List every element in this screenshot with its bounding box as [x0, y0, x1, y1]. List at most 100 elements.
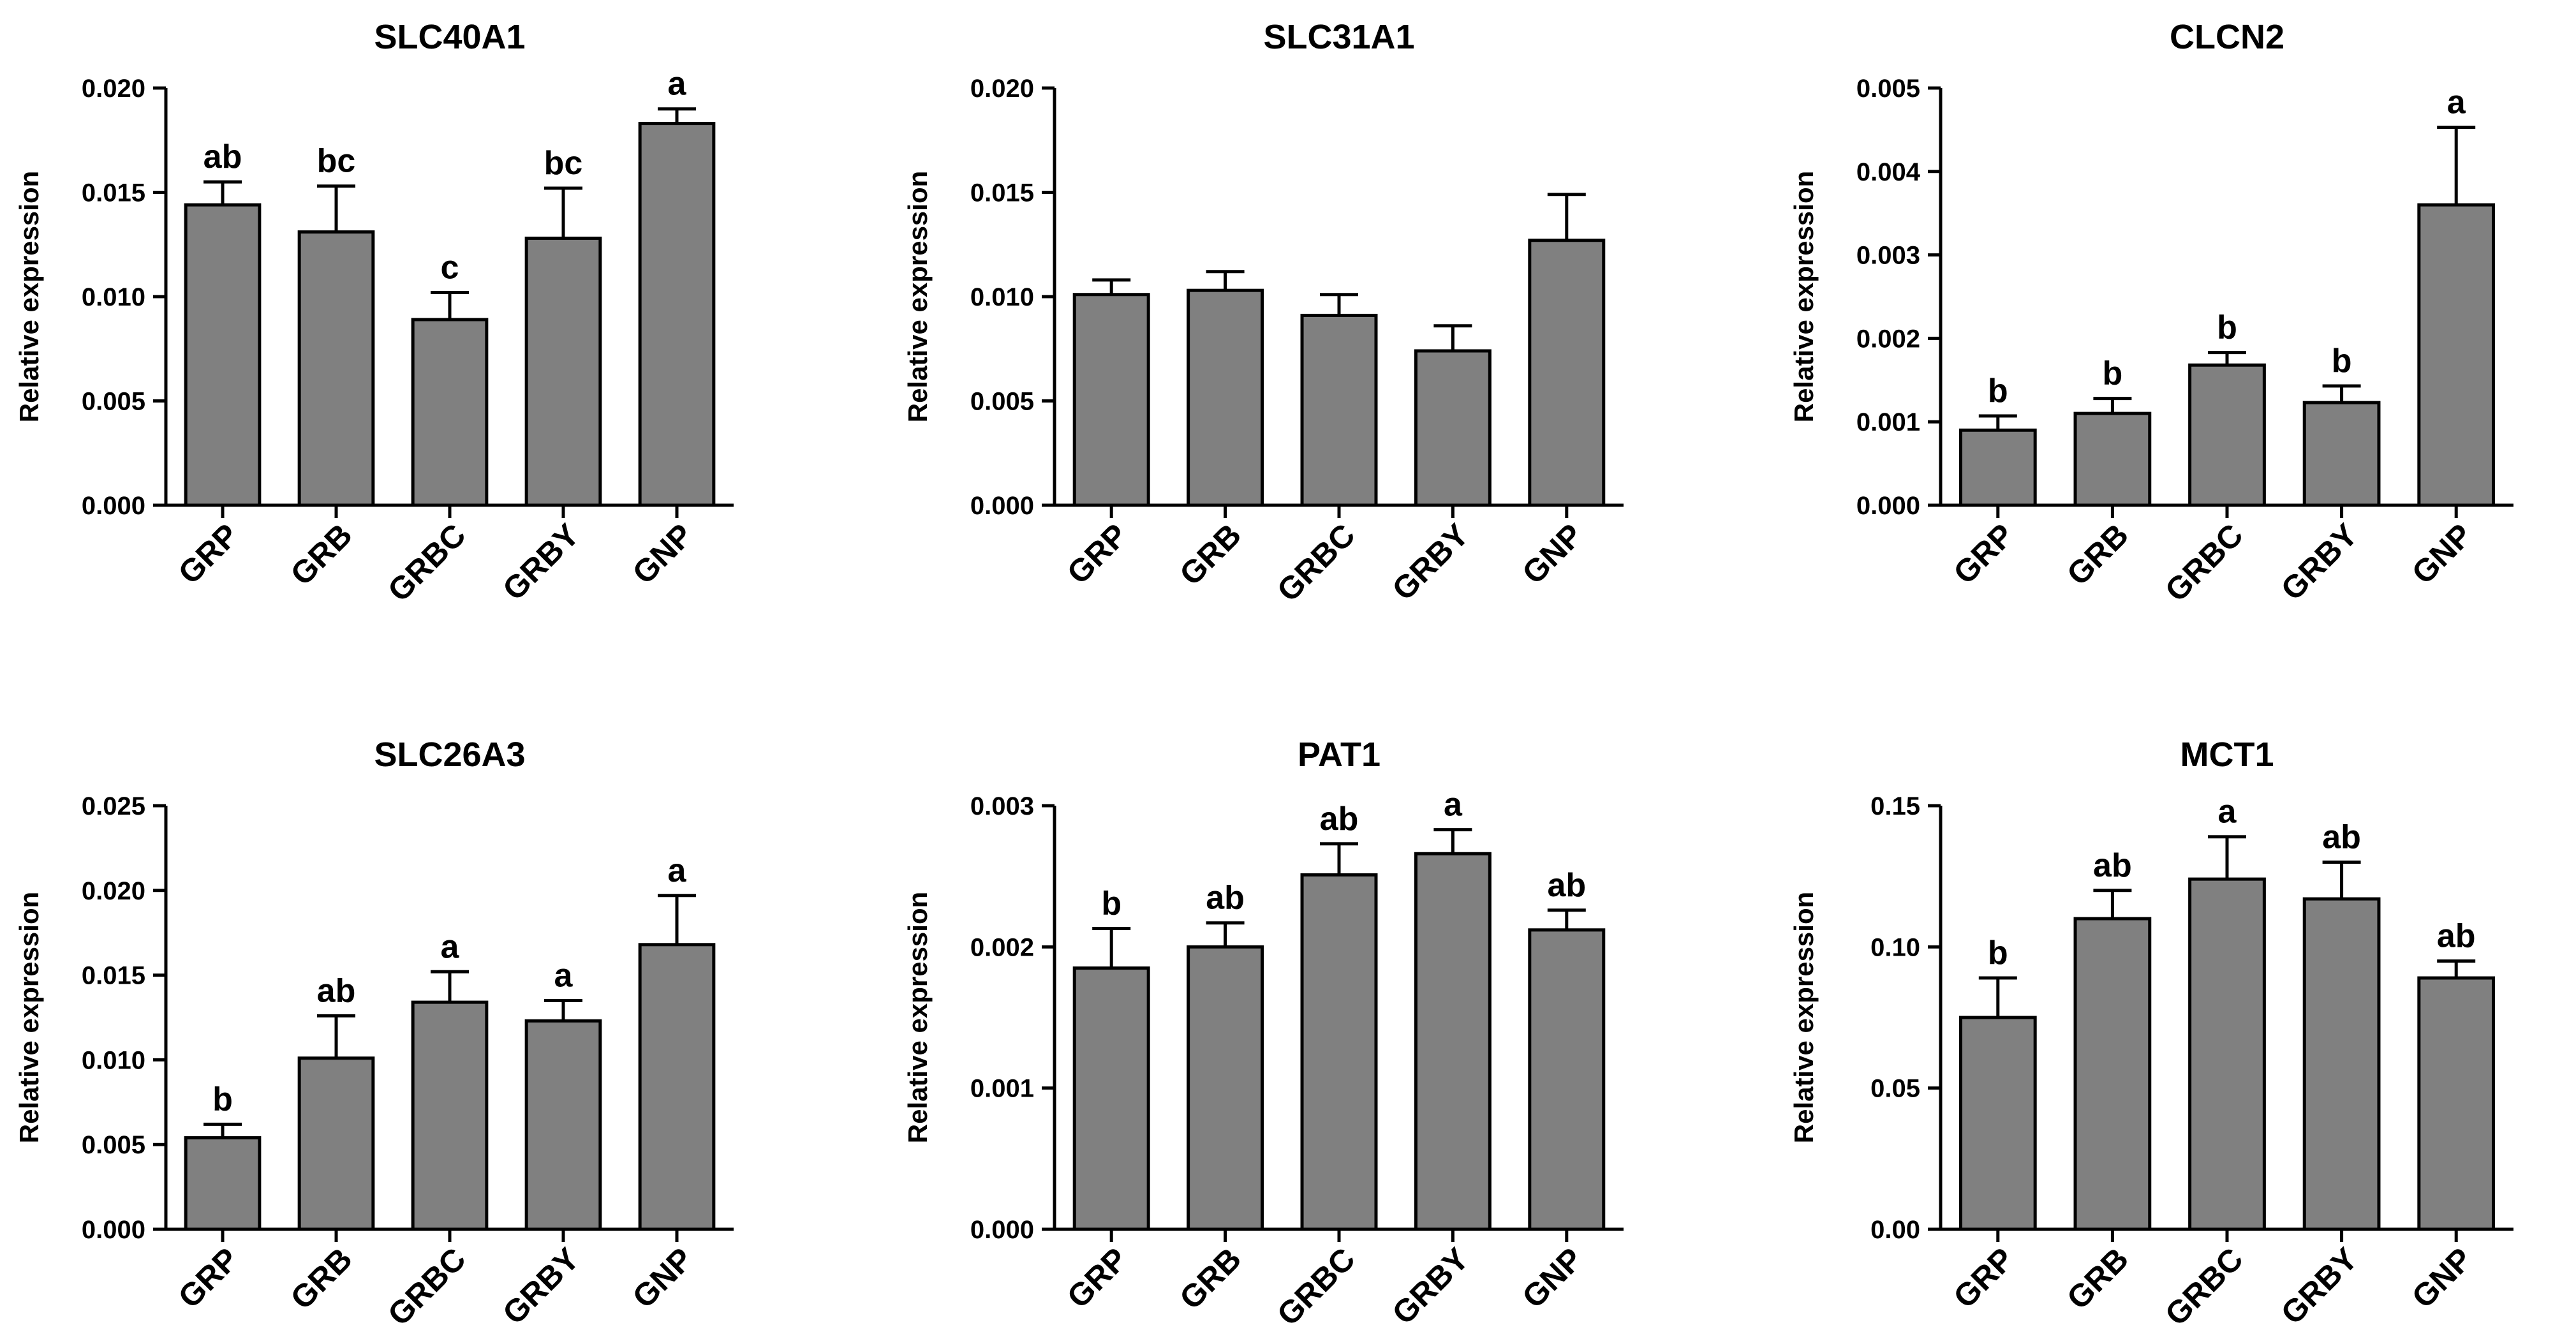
significance-label: ab — [2093, 847, 2132, 884]
y-axis-label: Relative expression — [903, 171, 933, 423]
bar-gnp — [638, 943, 716, 1231]
bar-grb — [2073, 917, 2152, 1231]
chart-panel-pat1: PAT1 Relative expression 0.000 0.001 0.002 0.… — [903, 736, 1624, 1333]
y-tick-label: 0.005 — [1856, 75, 1920, 103]
y-tick-label: 0.10 — [1870, 933, 1920, 961]
y-tick-label: 0.020 — [82, 877, 145, 905]
x-tick-label: GRP — [1060, 517, 1134, 591]
bar-grb — [1187, 288, 1264, 507]
y-tick-label: 0.05 — [1870, 1075, 1920, 1103]
x-tick-label: GRBY — [1385, 517, 1476, 607]
bar-grby — [524, 1019, 602, 1231]
significance-label: ab — [2322, 819, 2361, 856]
x-tick-label: GRBY — [2274, 1241, 2365, 1331]
y-tick-label: 0.001 — [970, 1075, 1034, 1103]
bar-gnp — [1528, 928, 1606, 1231]
x-tick-label: GRBC — [381, 1241, 473, 1333]
bar-grp — [1072, 293, 1150, 507]
y-tick-label: 0.005 — [970, 388, 1034, 416]
bar-grby — [1414, 349, 1492, 507]
y-tick-label: 0.00 — [1870, 1216, 1920, 1244]
x-tick-label: GRBY — [496, 517, 586, 607]
x-tick-label: GNP — [626, 1241, 700, 1315]
y-tick-label: 0.015 — [82, 962, 145, 990]
significance-label: b — [2103, 355, 2123, 392]
x-tick-label: GRBY — [496, 1241, 586, 1331]
y-tick-label: 0.025 — [82, 792, 145, 820]
bar-grp — [1958, 428, 2037, 507]
x-tick-label: GNP — [1515, 1241, 1589, 1315]
bar-grbc — [411, 1000, 489, 1231]
y-tick-label: 0.002 — [970, 933, 1034, 961]
significance-label: a — [668, 66, 687, 103]
y-tick-label: 0.005 — [82, 388, 145, 416]
bar-grb — [297, 230, 375, 507]
x-tick-label: GRBC — [2158, 1241, 2250, 1333]
bar-grby — [2302, 897, 2381, 1231]
chart-panel-slc31a1: SLC31A1 Relative expression 0.000 0.005 0.01… — [903, 18, 1624, 609]
significance-label: b — [2332, 343, 2352, 380]
y-tick-label: 0.010 — [82, 1046, 145, 1074]
x-tick-label: GRP — [172, 517, 246, 591]
chart-panel-slc40a1: SLC40A1 Relative expression 0.000 0.005 0.01… — [14, 18, 734, 609]
chart-panel-mct1: MCT1 Relative expression 0.00 0.05 0.10 0.15 b… — [1789, 736, 2513, 1333]
y-tick-label: 0.000 — [970, 492, 1034, 520]
bar-grbc — [1300, 873, 1378, 1231]
y-tick-label: 0.000 — [970, 1216, 1034, 1244]
significance-label: bc — [544, 145, 583, 182]
significance-label: ab — [1206, 880, 1245, 917]
y-axis-label: Relative expression — [903, 892, 933, 1144]
significance-label: ab — [1547, 867, 1586, 904]
x-tick-label: GRB — [1173, 517, 1248, 592]
x-tick-label: GRBC — [1270, 517, 1362, 609]
y-tick-label: 0.004 — [1856, 158, 1921, 186]
y-axis-label: Relative expression — [14, 892, 44, 1144]
y-tick-label: 0.015 — [82, 179, 145, 207]
bar-grby — [524, 236, 602, 507]
x-tick-label: GNP — [2405, 1241, 2479, 1315]
x-tick-label: GRB — [284, 1241, 359, 1316]
y-tick-label: 0.15 — [1870, 792, 1920, 820]
y-tick-label: 0.015 — [970, 179, 1034, 207]
bar-grby — [2302, 401, 2381, 507]
significance-label: a — [2218, 794, 2237, 831]
bar-gnp — [2417, 976, 2496, 1231]
y-axis-label: Relative expression — [14, 171, 44, 423]
y-axis-label: Relative expression — [1789, 171, 1819, 423]
bar-grp — [1072, 966, 1150, 1231]
significance-label: a — [441, 928, 460, 965]
bar-grbc — [1300, 313, 1378, 507]
y-tick-label: 0.000 — [1856, 492, 1920, 520]
y-tick-label: 0.000 — [82, 1216, 145, 1244]
bar-grp — [184, 1136, 262, 1231]
significance-label: a — [2447, 84, 2466, 121]
significance-label: ab — [2437, 917, 2476, 954]
x-tick-label: GRP — [1946, 1241, 2020, 1315]
chart-title: SLC40A1 — [374, 18, 525, 56]
bar-grp — [184, 203, 262, 507]
y-axis-label: Relative expression — [1789, 892, 1819, 1144]
significance-label: ab — [204, 138, 242, 175]
significance-label: c — [441, 249, 459, 286]
x-tick-label: GRBC — [1270, 1241, 1362, 1333]
significance-label: a — [554, 957, 574, 994]
chart-title: MCT1 — [2180, 736, 2274, 774]
y-tick-label: 0.005 — [82, 1131, 145, 1159]
bar-grb — [297, 1056, 375, 1231]
significance-label: b — [1988, 373, 2008, 410]
significance-label: a — [668, 852, 687, 889]
y-tick-label: 0.010 — [82, 283, 145, 311]
bar-grp — [1958, 1016, 2037, 1231]
significance-label: ab — [1320, 801, 1359, 838]
bar-grb — [1187, 945, 1264, 1231]
x-tick-label: GRB — [2060, 517, 2135, 592]
x-tick-label: GNP — [1515, 517, 1589, 591]
chart-title: SLC31A1 — [1263, 18, 1414, 56]
y-tick-label: 0.001 — [1856, 408, 1920, 436]
bar-gnp — [1528, 239, 1606, 507]
x-tick-label: GRB — [2060, 1241, 2135, 1316]
significance-label: bc — [317, 143, 356, 180]
x-tick-label: GRP — [1060, 1241, 1134, 1315]
x-tick-label: GRB — [1173, 1241, 1248, 1316]
